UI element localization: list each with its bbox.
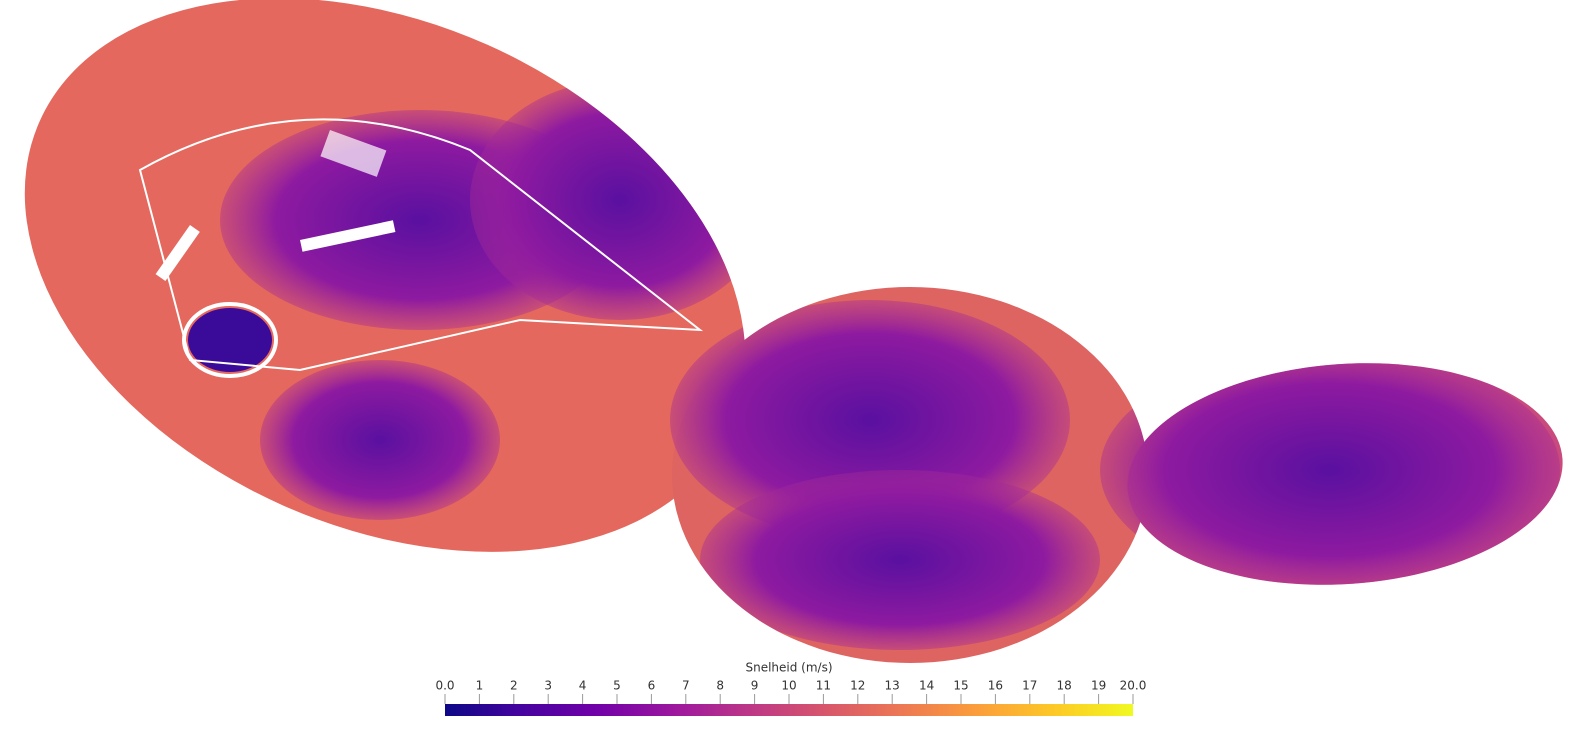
colorbar-tick-label: 15 — [953, 679, 968, 693]
wind-field — [24, 0, 1563, 663]
colorbar-tick-label: 20.0 — [1120, 679, 1147, 693]
colorbar-tick-label: 14 — [919, 679, 934, 693]
colorbar-tick-label: 19 — [1091, 679, 1106, 693]
colorbar-tick-label: 10 — [781, 679, 796, 693]
colorbar: Snelheid (m/s) 0.0 1 2 3 4 5 6 7 8 9 10 11 12 13 14 15 1… — [435, 661, 1147, 716]
colorbar-tick-label: 16 — [988, 679, 1003, 693]
colorbar-tick-label: 12 — [850, 679, 865, 693]
colorbar-tick-label: 13 — [885, 679, 900, 693]
colorbar-tick-label: 7 — [682, 679, 690, 693]
colorbar-gradient — [445, 704, 1133, 716]
colorbar-tick-label: 3 — [544, 679, 552, 693]
colorbar-tick-label: 17 — [1022, 679, 1037, 693]
colorbar-tick-label: 9 — [751, 679, 759, 693]
colorbar-tick-label: 11 — [816, 679, 831, 693]
colorbar-tick-label: 6 — [648, 679, 656, 693]
colorbar-tick-label: 5 — [613, 679, 621, 693]
colorbar-tick-label: 18 — [1057, 679, 1072, 693]
colorbar-tick-label: 8 — [716, 679, 724, 693]
colorbar-tick-label: 4 — [579, 679, 587, 693]
colorbar-tick-label: 0.0 — [435, 679, 454, 693]
colorbar-title: Snelheid (m/s) — [745, 661, 832, 675]
colorbar-tick-label: 1 — [476, 679, 484, 693]
colorbar-tick-label: 2 — [510, 679, 518, 693]
